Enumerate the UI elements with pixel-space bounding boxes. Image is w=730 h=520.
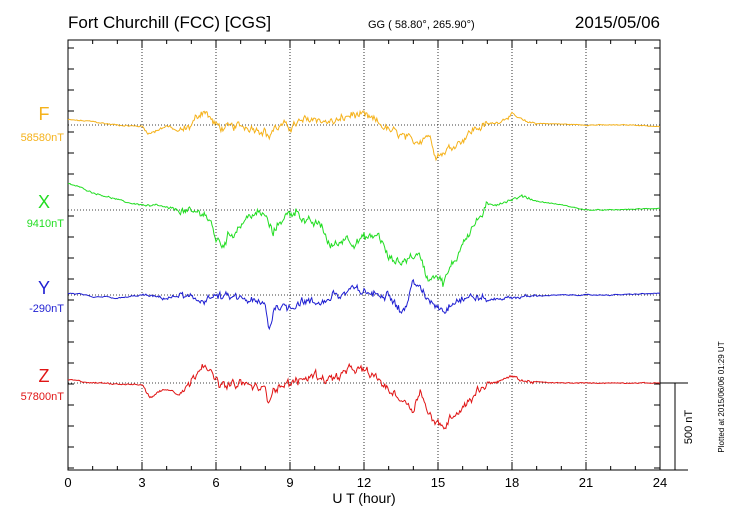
plotted-timestamp: Plotted at 2015/06/06 01:29 UT [717, 341, 726, 452]
series-x-baseline: 9410nT [27, 218, 65, 230]
x-tick-labels: 0 3 6 9 12 15 18 21 24 [64, 475, 667, 490]
x-axis-label: U T (hour) [332, 490, 395, 506]
series-f-label: F [39, 104, 50, 124]
x-tick-label: 9 [286, 475, 293, 490]
x-tick-label: 15 [431, 475, 445, 490]
series-z-line [67, 362, 661, 430]
series-z-label: Z [39, 366, 50, 386]
scale-bar: 500 nT [660, 382, 695, 471]
series-x-label: X [38, 192, 50, 212]
series-y-label: Y [38, 278, 50, 298]
series-f-line [67, 109, 661, 162]
x-tick-label: 0 [64, 475, 71, 490]
x-tick-label: 3 [138, 475, 145, 490]
data-series [67, 109, 661, 430]
plot-frame [67, 39, 661, 471]
series-y-line [67, 278, 661, 331]
chart-title: Fort Churchill (FCC) [CGS] [68, 13, 271, 32]
scale-bar-label: 500 nT [683, 410, 695, 445]
series-z-baseline: 57800nT [21, 391, 65, 403]
plot-border [67, 39, 661, 471]
series-f-baseline: 58580nT [21, 132, 65, 144]
chart-date: 2015/05/06 [575, 13, 660, 32]
grid-lines [68, 40, 660, 470]
series-x-line [67, 182, 661, 287]
component-labels: F 58580nT X 9410nT Y -290nT Z 57800nT [21, 104, 65, 403]
x-tick-label: 6 [212, 475, 219, 490]
series-y-baseline: -290nT [29, 303, 64, 315]
axis-ticks [67, 40, 661, 470]
x-tick-label: 12 [357, 475, 371, 490]
x-tick-label: 21 [579, 475, 593, 490]
x-tick-label: 24 [653, 475, 667, 490]
station-coordinates: GG ( 58.80°, 265.90°) [368, 19, 475, 31]
x-tick-label: 18 [505, 475, 519, 490]
